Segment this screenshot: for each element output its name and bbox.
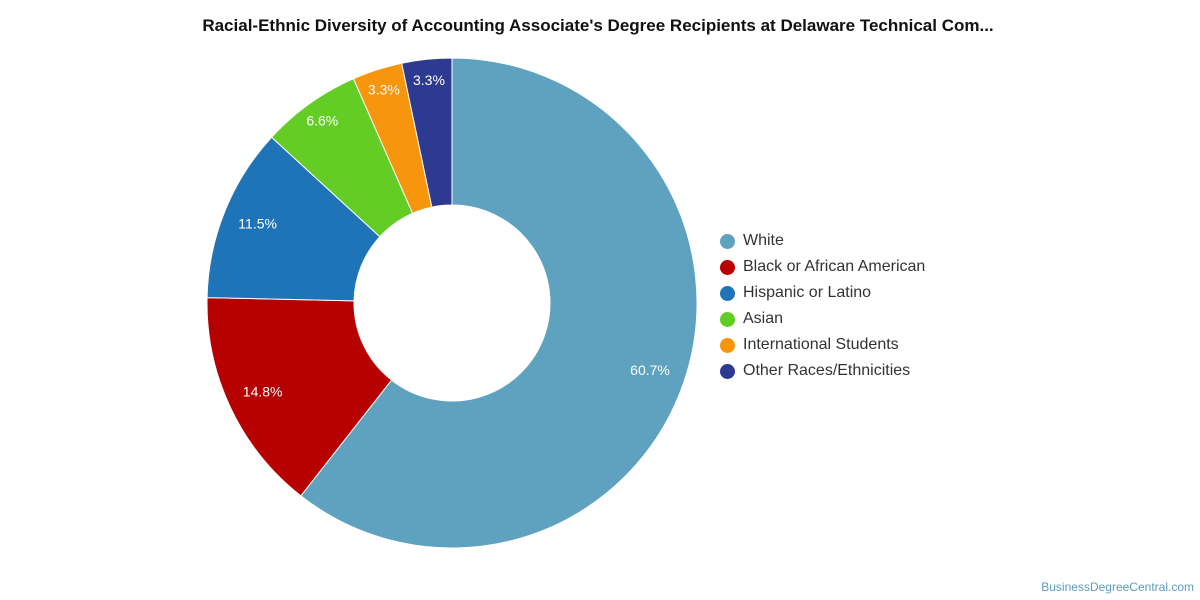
legend-label: Hispanic or Latino [743,284,872,301]
watermark[interactable]: BusinessDegreeCentral.com [1041,580,1194,594]
legend-item[interactable]: Hispanic or Latino [720,280,925,306]
legend-label: Other Races/Ethnicities [743,362,911,379]
legend-swatch [720,363,735,379]
legend-label: Black or African American [743,258,926,275]
slice-black-or-african-american[interactable] [206,297,393,497]
legend-label: International Students [743,336,899,353]
slice-label: 3.3% [413,72,445,88]
chart-title: Racial-Ethnic Diversity of Accounting As… [202,16,994,35]
slice-label: 6.6% [306,112,338,128]
slice-white[interactable] [300,57,698,549]
chart-legend: White Black or African American Hispanic o… [720,228,925,384]
legend-swatch [720,259,735,275]
legend-label: White [743,232,784,249]
slice-label: 3.3% [368,81,400,97]
slice-other-races-ethnicities[interactable] [401,57,453,208]
legend-item[interactable]: Asian [720,306,925,332]
legend-item[interactable]: Black or African American [720,254,925,280]
legend-swatch [720,285,735,301]
slice-label: 14.8% [243,383,283,399]
legend-item[interactable]: White [720,228,925,254]
slice-hispanic-or-latino[interactable] [206,136,381,302]
legend-swatch [720,311,735,327]
slice-label: 60.7% [630,362,670,378]
legend-item[interactable]: Other Races/Ethnicities [720,358,925,384]
legend-item[interactable]: International Students [720,332,925,358]
legend-swatch [720,233,735,249]
legend-label: Asian [743,310,784,327]
slice-label: 11.5% [238,216,277,232]
legend-swatch [720,337,735,353]
